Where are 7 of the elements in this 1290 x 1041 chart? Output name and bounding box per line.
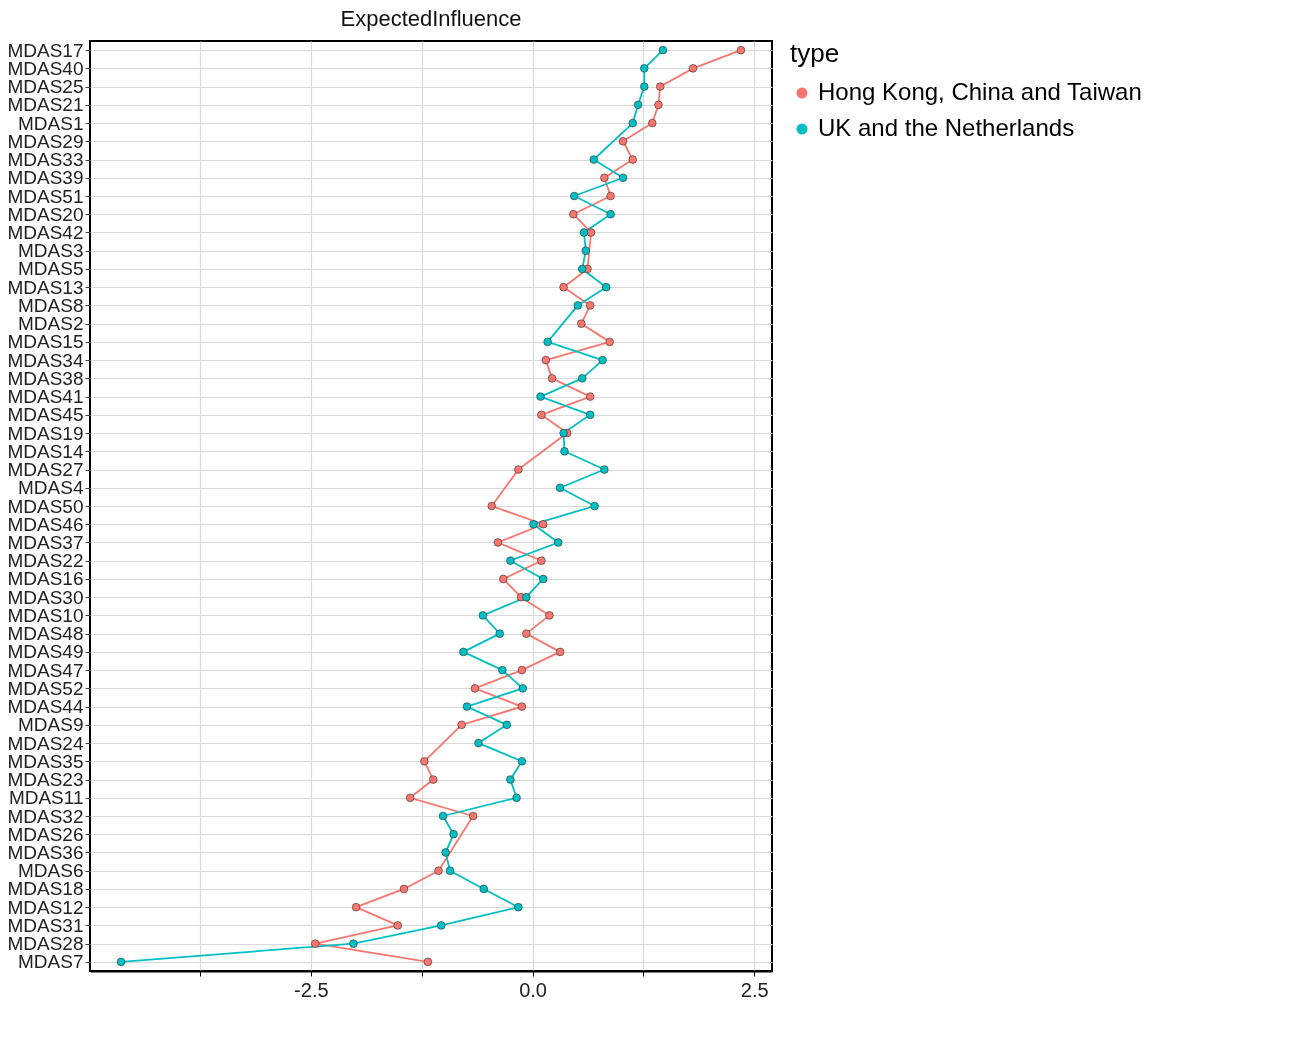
legend-label: UK and the Netherlands [818, 114, 1075, 141]
chart-title: ExpectedInfluence [340, 6, 522, 31]
legend-label: Hong Kong, China and Taiwan [818, 78, 1142, 105]
x-tick-label: 0.0 [519, 978, 547, 1001]
x-tick-label: -2.5 [294, 978, 329, 1001]
x-tick-label: 2.5 [740, 978, 769, 1001]
legend-title: type [790, 38, 840, 68]
